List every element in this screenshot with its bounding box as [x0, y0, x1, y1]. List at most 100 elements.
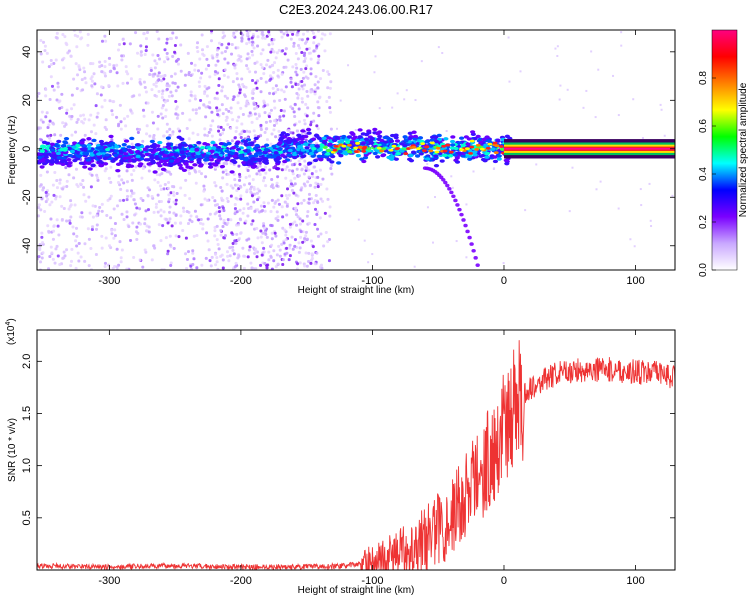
spectrogram-noise-cell	[314, 181, 318, 185]
spectrogram-noise-cell	[288, 184, 292, 188]
spectrogram-noise-cell	[41, 120, 45, 124]
spectrogram-noise-cell	[91, 225, 95, 229]
spectrogram-band-cell	[388, 139, 395, 143]
spectrogram-noise-cell	[93, 204, 97, 208]
spectrogram-noise-cell	[146, 101, 150, 105]
spectrogram-noise-cell	[110, 232, 114, 236]
spectrogram-noise-cell	[67, 207, 71, 211]
spectrogram-noise-cell	[465, 203, 468, 206]
spectrogram-core-cell	[394, 147, 400, 151]
spectrogram-noise-cell	[229, 126, 233, 130]
spectrogram-noise-cell	[154, 81, 158, 85]
spectrogram-noise-cell	[433, 196, 436, 199]
spectrogram-noise-cell	[203, 133, 207, 137]
spectrogram-noise-cell	[94, 253, 98, 257]
spectrogram-noise-cell	[43, 44, 47, 48]
spectrogram-noise-cell	[297, 120, 301, 124]
spectrogram-noise-cell	[130, 142, 134, 146]
spectrogram-curved-trace	[441, 178, 446, 182]
snr-plot-area	[37, 330, 675, 570]
spectrogram-noise-cell	[118, 43, 122, 47]
spectrogram-noise-cell	[46, 126, 50, 130]
spectrogram-noise-cell	[303, 237, 307, 241]
spectrogram-noise-cell	[274, 234, 278, 238]
spectrogram-noise-cell	[240, 36, 244, 40]
spectrogram-noise-cell	[420, 60, 423, 63]
spectrogram-noise-cell	[108, 63, 112, 67]
spectrogram-noise-cell	[177, 235, 181, 239]
spectrogram-noise-cell	[304, 102, 308, 106]
spectrogram-band-cell	[316, 148, 323, 152]
spectrogram-noise-cell	[74, 130, 78, 134]
spectrogram-noise-cell	[161, 116, 165, 120]
spectrogram-band-cell	[355, 153, 361, 158]
spectrogram-noise-cell	[270, 267, 274, 270]
spectrogram-noise-cell	[252, 46, 256, 50]
spectrogram-noise-cell	[58, 262, 62, 266]
spectrogram-band-cell	[215, 158, 222, 163]
spectrogram-x-tick-label: 0	[501, 275, 507, 287]
spectrogram-noise-cell	[110, 228, 114, 232]
spectrogram-band-cell	[329, 160, 335, 164]
spectrogram-noise-cell	[556, 45, 559, 48]
spectrogram-noise-cell	[275, 210, 279, 214]
spectrogram-band-cell	[189, 147, 196, 152]
spectrogram-noise-cell	[105, 213, 109, 217]
spectrogram-noise-cell	[273, 61, 277, 65]
spectrogram-noise-cell	[220, 51, 224, 55]
spectrogram-band-cell	[196, 158, 202, 163]
spectrogram-noise-cell	[298, 37, 302, 41]
spectrogram-noise-cell	[242, 266, 246, 270]
spectrogram-noise-cell	[125, 189, 129, 193]
spectrogram-noise-cell	[139, 222, 143, 226]
spectrogram-noise-cell	[257, 114, 261, 118]
spectrogram-noise-cell	[176, 85, 180, 89]
spectrogram-band-cell	[377, 134, 383, 139]
spectrogram-noise-cell	[248, 40, 252, 44]
spectrogram-noise-cell	[103, 74, 107, 78]
spectrogram-band-cell	[53, 159, 60, 164]
spectrogram-noise-cell	[224, 118, 228, 122]
spectrogram-noise-cell	[300, 168, 304, 172]
spectrogram-band-cell	[100, 154, 106, 158]
spectrogram-noise-cell	[217, 129, 221, 133]
spectrogram-noise-cell	[226, 123, 230, 127]
spectrogram-band-cell	[300, 129, 306, 133]
spectrogram-noise-cell	[307, 201, 311, 205]
spectrogram-band-cell	[408, 158, 415, 163]
spectrogram-noise-cell	[47, 267, 51, 270]
spectrogram-noise-cell	[90, 75, 94, 79]
spectrogram-noise-cell	[277, 129, 281, 133]
spectrogram-noise-cell	[234, 196, 238, 200]
spectrogram-noise-cell	[154, 202, 158, 206]
spectrogram-noise-cell	[91, 215, 95, 219]
spectrogram-core-cell	[487, 142, 493, 146]
spectrogram-noise-cell	[287, 246, 291, 250]
spectrogram-noise-cell	[144, 250, 148, 254]
spectrogram-noise-cell	[292, 110, 296, 114]
spectrogram-noise-cell	[223, 34, 227, 38]
spectrogram-band-cell	[71, 145, 77, 149]
spectrogram-noise-cell	[56, 224, 60, 228]
spectrogram-band-cell	[76, 154, 83, 159]
spectrogram-noise-cell	[137, 93, 141, 97]
spectrogram-band-cell	[407, 136, 413, 141]
spectrogram-noise-cell	[328, 237, 332, 241]
spectrogram-noise-cell	[100, 70, 104, 74]
spectrogram-noise-cell	[213, 72, 217, 76]
spectrogram-noise-cell	[222, 74, 226, 78]
colorbar-tick-label: 0.0	[698, 263, 709, 277]
spectrogram-noise-cell	[143, 222, 147, 226]
spectrogram-noise-cell	[319, 264, 323, 268]
spectrogram-noise-cell	[214, 184, 218, 188]
spectrogram-noise-cell	[223, 221, 227, 225]
spectrogram-band-cell	[189, 157, 195, 161]
spectrogram-noise-cell	[329, 80, 333, 84]
spectrogram-noise-cell	[282, 109, 286, 113]
spectrogram-noise-cell	[48, 136, 52, 140]
spectrogram-core-cell	[474, 147, 480, 151]
spectrogram-noise-cell	[119, 187, 123, 191]
spectrogram-noise-cell	[191, 263, 195, 267]
spectrogram-noise-cell	[37, 206, 41, 210]
